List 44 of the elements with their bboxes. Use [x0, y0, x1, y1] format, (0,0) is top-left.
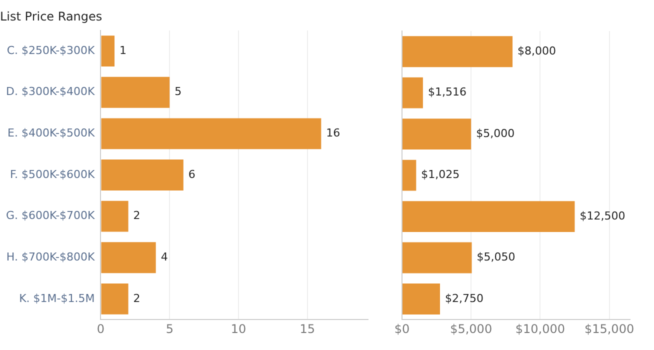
data-label: 5: [174, 85, 182, 98]
data-label: $12,500: [580, 209, 626, 222]
bar: [402, 118, 472, 150]
bar: [402, 160, 416, 191]
chart-title: List Price Ranges: [0, 9, 102, 24]
x-tick-label: 5: [166, 322, 174, 336]
y-tick-label: G. $600K-$700K: [6, 209, 96, 222]
data-label: $1,516: [428, 86, 466, 99]
bar: [101, 200, 128, 232]
bar: [402, 242, 472, 274]
x-tick-label: 10: [230, 322, 246, 336]
bar: [101, 118, 322, 150]
data-label: 16: [326, 126, 340, 140]
x-tick-label: 0: [96, 322, 105, 336]
bar: [101, 160, 184, 190]
y-tick-label: E. $400K-$500K: [8, 126, 96, 140]
bar: [101, 283, 128, 314]
data-label: 1: [120, 44, 127, 57]
bar: [101, 242, 156, 274]
x-tick-label: $5,000: [450, 322, 492, 336]
data-label: 6: [188, 168, 196, 181]
y-tick-label: D. $300K-$400K: [6, 85, 96, 98]
bar: [402, 201, 575, 232]
data-label: 2: [133, 209, 140, 222]
data-label: 2: [133, 292, 140, 305]
bar: [402, 77, 423, 108]
y-tick-label: C. $250K-$300K: [6, 44, 96, 57]
bar: [101, 36, 115, 67]
x-tick-label: $0: [394, 322, 410, 336]
y-tick-label: K. $1M-$1.5M: [19, 292, 95, 305]
data-label: $5,000: [476, 126, 515, 140]
data-label: $1,025: [421, 168, 460, 182]
data-label: $2,750: [445, 292, 484, 305]
bar: [101, 76, 170, 108]
bar: [402, 36, 513, 68]
data-label: 4: [160, 250, 168, 264]
y-tick-label: H. $700K-$800K: [6, 250, 96, 264]
x-tick-label: $10,000: [515, 322, 565, 336]
data-label: $5,050: [476, 250, 516, 264]
data-label: $8,000: [518, 44, 556, 58]
x-tick-label: 15: [300, 322, 316, 336]
bar: [402, 284, 440, 314]
x-tick-label: $15,000: [584, 322, 634, 336]
y-tick-label: F. $500K-$600K: [10, 168, 96, 181]
